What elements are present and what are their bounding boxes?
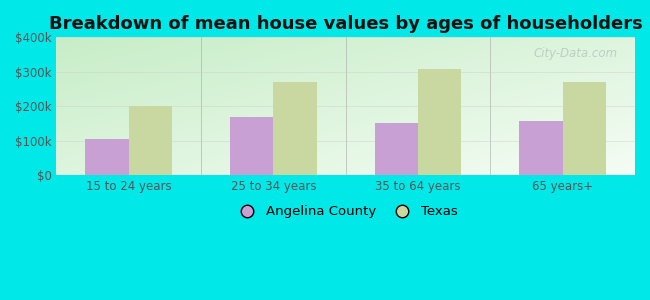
Bar	[563, 82, 606, 175]
Bar	[85, 139, 129, 175]
Bar	[374, 123, 418, 175]
Legend: Angelina County, Texas: Angelina County, Texas	[229, 200, 463, 224]
Bar	[418, 69, 461, 175]
Title: Breakdown of mean house values by ages of householders: Breakdown of mean house values by ages o…	[49, 15, 643, 33]
Bar	[274, 82, 317, 175]
Text: City-Data.com: City-Data.com	[534, 47, 618, 60]
Bar	[129, 106, 172, 175]
Bar	[519, 121, 563, 175]
Bar	[230, 117, 274, 175]
